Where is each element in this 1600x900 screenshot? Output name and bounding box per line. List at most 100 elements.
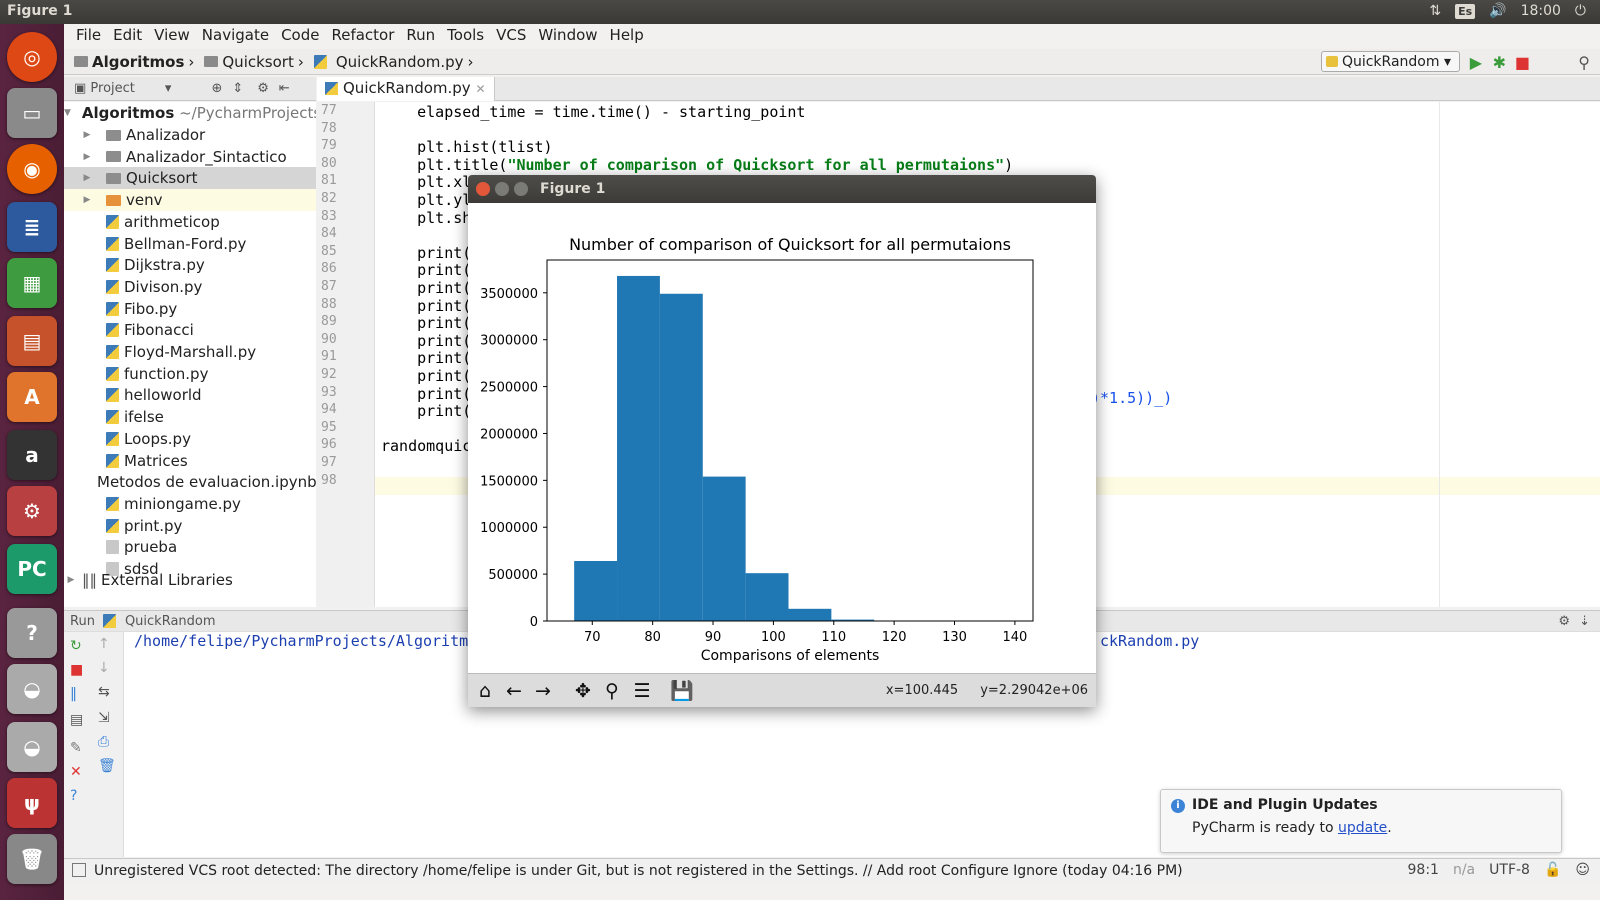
tree-item[interactable]: sdsd [64,558,316,580]
gear-icon[interactable]: ⚙ [1558,613,1570,629]
files-icon[interactable]: ▭ [7,88,57,138]
chevron-right-icon[interactable]: ▶ [83,195,91,206]
sync-icon[interactable]: ⊕ [211,81,223,96]
tree-item[interactable]: print.py [64,515,316,537]
menu-run[interactable]: Run [406,26,436,44]
tree-item[interactable]: ▶ Analizador_Sintactico [64,146,316,168]
menu-navigate[interactable]: Navigate [201,26,270,44]
update-notification[interactable]: i IDE and Plugin Updates PyCharm is read… [1160,789,1562,853]
project-view-select[interactable]: Project [90,81,135,96]
pause-icon[interactable]: ‖ [70,686,77,702]
close-icon[interactable]: ✕ [70,764,82,780]
tree-item[interactable]: Loops.py [64,428,316,450]
settings-icon[interactable]: ⚙ [7,486,57,536]
menu-view[interactable]: View [154,26,190,44]
tree-item[interactable]: function.py [64,363,316,385]
save-icon[interactable]: 💾 [670,680,694,702]
drive-icon[interactable]: ◒ [7,664,57,714]
maximize-icon[interactable] [514,182,528,196]
impress-icon[interactable]: ▤ [7,316,57,366]
histogram-chart[interactable]: Number of comparison of Quicksort for al… [468,203,1096,673]
help-icon[interactable]: ? [70,788,78,804]
breadcrumb-folder[interactable]: Quicksort › [204,53,304,71]
close-icon[interactable]: ✕ [475,82,486,96]
tree-item[interactable]: ▶ Quicksort [64,167,316,190]
status-message[interactable]: Unregistered VCS root detected: The dire… [94,862,1183,879]
tree-item[interactable]: miniongame.py [64,493,316,515]
update-link[interactable]: update [1337,820,1388,836]
tree-item[interactable]: ▶ venv [64,189,316,212]
usb-icon[interactable]: ψ [7,778,57,828]
chevron-right-icon[interactable]: ▶ [83,151,91,162]
tree-item[interactable]: Floyd-Marshall.py [64,341,316,363]
drive-icon[interactable]: ◒ [7,722,57,772]
stop-icon[interactable]: ■ [70,662,84,678]
tree-item[interactable]: Divison.py [64,276,316,298]
minimize-icon[interactable] [495,182,509,196]
search-icon[interactable]: ⚲ [1578,53,1590,72]
soft-wrap-icon[interactable]: ⇆ [98,684,110,700]
arrow-down-icon[interactable]: ↓ [98,660,110,676]
power-icon[interactable]: ⏻ [1574,3,1586,19]
volume-icon[interactable]: 🔊 [1489,3,1507,19]
pan-icon[interactable]: ✥ [575,680,591,702]
tree-item[interactable]: arithmeticop [64,211,316,233]
print-icon[interactable]: ⎙ [98,734,110,750]
collapse-icon[interactable]: ⇕ [232,81,244,96]
network-icon[interactable]: ⇅ [1429,3,1442,19]
tree-external-libraries[interactable]: ▶ ‖‖ External Libraries [64,569,316,591]
software-center-icon[interactable]: A [7,372,57,422]
forward-arrow-icon[interactable]: → [535,680,551,702]
chevron-right-icon[interactable]: ▶ [67,575,75,585]
hide-panel-icon[interactable]: ⇣ [1579,613,1590,629]
ubuntu-dash-icon[interactable]: ◎ [7,32,57,82]
tab-quickrandom[interactable]: QuickRandom.py ✕ [317,77,495,101]
menu-refactor[interactable]: Refactor [331,26,395,44]
help-icon[interactable]: ? [7,608,57,658]
tree-item[interactable]: Fibonacci [64,319,316,341]
tree-item[interactable]: Fibo.py [64,298,316,320]
menu-vcs[interactable]: VCS [496,26,527,44]
menu-help[interactable]: Help [609,26,644,44]
menu-edit[interactable]: Edit [113,26,143,44]
pin-icon[interactable]: ✎ [70,740,82,756]
breadcrumb-project[interactable]: Algoritmos › [74,53,194,71]
amazon-icon[interactable]: a [7,430,57,480]
line-separator[interactable]: n/a [1452,862,1476,878]
run-configuration-select[interactable]: QuickRandom ▾ [1320,51,1460,72]
arrow-up-icon[interactable]: ↑ [98,636,110,652]
layout-icon[interactable]: ▤ [70,712,84,728]
tree-item[interactable]: ifelse [64,406,316,428]
rerun-icon[interactable]: ↻ [70,638,82,654]
calc-icon[interactable]: ▦ [7,258,57,308]
keyboard-layout-indicator[interactable]: Es [1455,3,1476,19]
clock[interactable]: 18:00 [1520,3,1561,19]
chevron-right-icon[interactable]: ▶ [83,173,91,184]
trash-icon[interactable]: 🗑 [98,758,116,774]
gear-icon[interactable]: ⚙ [257,81,269,96]
scroll-to-end-icon[interactable]: ⇲ [98,710,110,726]
caret-position[interactable]: 98:1 [1407,862,1439,878]
inspector-icon[interactable]: ☺ [1575,862,1590,878]
tree-item[interactable]: Metodos de evaluacion.ipynb [64,471,316,493]
stop-icon[interactable]: ■ [1514,53,1530,72]
tree-item[interactable]: prueba [64,536,316,558]
menu-code[interactable]: Code [281,26,320,44]
menu-file[interactable]: File [76,26,102,44]
back-arrow-icon[interactable]: ← [506,680,522,702]
lock-icon[interactable]: 🔓 [1543,862,1562,878]
writer-icon[interactable]: ≣ [7,202,57,252]
zoom-icon[interactable]: ⚲ [605,680,619,702]
breadcrumb-file[interactable]: QuickRandom.py › [313,53,474,71]
firefox-icon[interactable]: ◉ [7,144,57,194]
chevron-down-icon[interactable]: ▾ [164,81,172,96]
tree-item[interactable]: ▶ Analizador [64,124,316,146]
tree-root[interactable]: ▼ Algoritmos ~/PycharmProjects [64,104,316,122]
trash-icon[interactable]: 🗑 [7,834,57,884]
pycharm-icon[interactable]: PC [7,544,57,594]
menu-tools[interactable]: Tools [447,26,485,44]
debug-icon[interactable]: ✱ [1492,53,1506,72]
menu-window[interactable]: Window [538,26,598,44]
tree-item[interactable]: Bellman-Ford.py [64,233,316,255]
run-icon[interactable]: ▶ [1469,53,1482,72]
